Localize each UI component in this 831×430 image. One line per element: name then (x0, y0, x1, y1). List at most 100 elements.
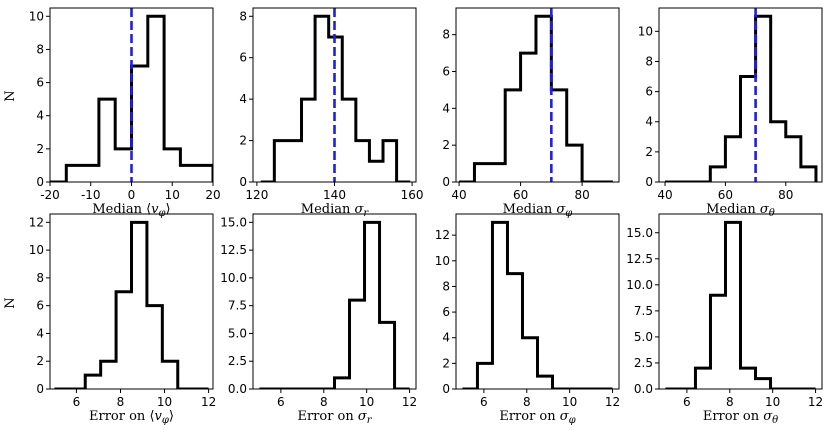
histogram-bin (162, 361, 177, 389)
panel-8: 6 8 10 12 0.0 2.5 5.0 7.5 10.0 12.5 15.0 Error on σ… (626, 213, 823, 426)
y-tick-label: 4 (645, 115, 653, 129)
x-axis-label-text: Median (503, 202, 557, 217)
histogram-bin (148, 16, 164, 182)
histogram-bin (538, 376, 553, 389)
y-axis-label-top: N (3, 90, 18, 101)
x-tick-label: 6 (73, 395, 81, 409)
y-tick-label: 4 (36, 109, 44, 123)
y-tick-label: 8 (442, 279, 450, 293)
histogram-bin (164, 149, 180, 182)
y-tick-label: 10 (29, 243, 44, 257)
histogram-bin (695, 368, 710, 389)
x-axis-label-variable: σ (763, 409, 773, 424)
histogram-outline (54, 220, 209, 389)
x-tick-label: 8 (726, 395, 734, 409)
y-tick-label: 12.5 (220, 243, 247, 257)
y-tick-label: 10 (435, 254, 450, 268)
histogram-bin (521, 53, 536, 182)
histogram-bin (756, 16, 771, 182)
x-tick-label: 12 (402, 395, 417, 409)
histogram-bin (492, 222, 507, 389)
histogram-bin (101, 361, 116, 389)
x-tick-label: 10 (359, 395, 374, 409)
axes-frame (455, 7, 620, 183)
x-tick-label: 10 (165, 188, 180, 202)
x-axis-label-subscript: φ (162, 415, 169, 426)
y-tick-label: 5.0 (228, 326, 247, 340)
axes-frame (49, 213, 214, 390)
x-tick-label: 6 (277, 395, 285, 409)
histogram-bin (741, 77, 756, 182)
histogram-bin (147, 306, 162, 389)
panel-7: 6 8 10 12 0 2 4 6 8 10 12 Error on σφ (435, 213, 620, 426)
y-tick-label: 6 (442, 305, 450, 319)
histogram-bin (274, 141, 288, 182)
y-tick-label: 4 (239, 92, 247, 106)
y-tick-label: 7.5 (634, 304, 653, 318)
histogram-bin (356, 141, 370, 182)
histogram-bin (329, 37, 343, 182)
x-tick-label: 40 (451, 188, 466, 202)
x-tick-label: 8 (320, 395, 328, 409)
histogram-bin (116, 292, 131, 389)
x-tick-label: 12 (605, 395, 620, 409)
axes-frame (455, 213, 620, 390)
x-axis-label: Median σθ (706, 202, 775, 219)
x-axis-label: Error on σθ (703, 409, 778, 426)
y-tick-label: 6 (442, 65, 450, 79)
x-tick-label: 120 (245, 188, 268, 202)
x-axis-label-variable: σ (556, 202, 566, 217)
histogram-bin (551, 90, 566, 182)
histogram-bin (383, 141, 397, 182)
x-tick-label: 10 (562, 395, 577, 409)
axes-frame (658, 213, 823, 390)
x-tick-label: 160 (401, 188, 424, 202)
histogram-bin (710, 295, 725, 389)
y-tick-label: 8 (645, 54, 653, 68)
y-tick-label: 10.0 (220, 271, 247, 285)
x-tick-label: 140 (323, 188, 346, 202)
x-axis-label-text: Median ⟨ (92, 202, 151, 217)
y-tick-label: 0 (645, 175, 653, 189)
x-tick-label: 60 (513, 188, 528, 202)
histogram-outline (459, 14, 613, 182)
histogram-bin (567, 145, 582, 182)
y-tick-label: 10.0 (626, 278, 653, 292)
histogram-bin (350, 300, 365, 389)
y-tick-label: 2 (442, 356, 450, 370)
x-tick-label: 12 (808, 395, 823, 409)
x-tick-label: 8 (523, 395, 531, 409)
histogram-bin (801, 167, 816, 182)
x-tick-label: 0 (128, 188, 136, 202)
histogram-outline (259, 220, 410, 389)
y-tick-label: 6 (645, 85, 653, 99)
x-axis-label-variable: v (151, 202, 159, 217)
histogram-bin (180, 165, 196, 182)
y-tick-label: 2 (36, 142, 44, 156)
histogram-outline (260, 14, 411, 182)
x-tick-label: -10 (81, 188, 101, 202)
histogram-bin (474, 164, 489, 182)
y-tick-label: 2 (36, 354, 44, 368)
x-tick-label: 8 (117, 395, 125, 409)
axes-frame (252, 213, 417, 390)
y-tick-label: 12.5 (626, 252, 653, 266)
histogram-bin (288, 141, 302, 182)
histogram-bin (369, 161, 383, 182)
x-axis-label-text: Error on ⟨ (89, 409, 155, 424)
y-tick-label: 0 (442, 175, 450, 189)
x-axis-label: Error on σr (297, 409, 372, 426)
y-tick-label: 0.0 (228, 382, 247, 396)
x-tick-label: 6 (683, 395, 691, 409)
histogram-bin (477, 363, 492, 389)
y-tick-label: 8 (442, 28, 450, 42)
histogram-bin (315, 16, 329, 182)
y-tick-label: 15.0 (626, 226, 653, 240)
histogram-bin (741, 368, 756, 389)
x-axis-label-variable: σ (358, 409, 368, 424)
y-tick-label: 0 (442, 382, 450, 396)
panel-6: 6 8 10 12 0.0 2.5 5.0 7.5 10.0 12.5 15.0 Error on σ… (220, 213, 417, 426)
